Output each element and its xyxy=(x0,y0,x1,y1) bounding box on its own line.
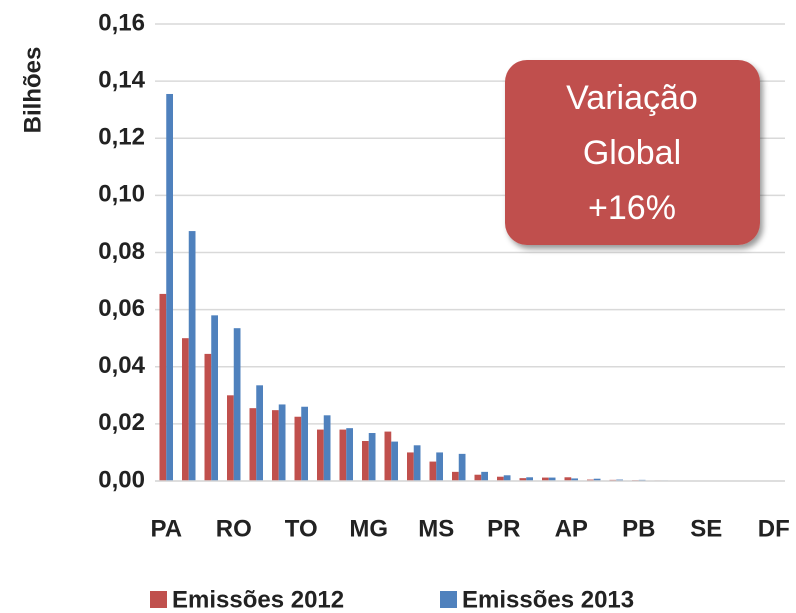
y-tick-label: 0,06 xyxy=(98,295,145,322)
legend-swatch xyxy=(150,591,167,608)
y-tick-label: 0,02 xyxy=(98,409,145,436)
bar xyxy=(413,445,421,481)
bar xyxy=(519,478,527,481)
bar xyxy=(436,452,443,481)
bar xyxy=(323,415,331,481)
bar xyxy=(339,429,347,481)
x-tick-label: SE xyxy=(690,515,722,542)
bar xyxy=(278,404,286,481)
x-tick-label: PB xyxy=(622,515,655,542)
bar xyxy=(526,477,533,481)
legend-label: Emissões 2012 xyxy=(172,586,344,613)
bar xyxy=(564,477,572,481)
bar xyxy=(211,315,218,481)
y-tick-label: 0,12 xyxy=(98,124,145,151)
bar xyxy=(452,471,459,481)
bar xyxy=(188,231,196,481)
bar xyxy=(227,395,234,481)
x-tick-label: TO xyxy=(285,515,318,542)
annotation-text: +16% xyxy=(588,189,676,227)
bar xyxy=(159,293,167,481)
bar xyxy=(548,477,556,481)
bar xyxy=(503,475,511,481)
x-tick-label: AP xyxy=(555,515,588,542)
bar xyxy=(233,328,241,481)
bar xyxy=(593,478,601,481)
bar xyxy=(407,452,414,481)
y-axis-label: Bilhões xyxy=(19,47,46,134)
bar xyxy=(458,453,466,481)
bar xyxy=(481,471,488,481)
bar xyxy=(294,416,302,481)
x-tick-label: MS xyxy=(418,515,454,542)
y-tick-label: 0,14 xyxy=(98,66,145,93)
bar xyxy=(204,353,212,481)
legend-swatch xyxy=(440,591,457,608)
bar xyxy=(346,428,353,481)
bar xyxy=(301,406,308,481)
x-tick-label: DF xyxy=(758,515,790,542)
x-tick-label: RO xyxy=(216,515,252,542)
bar xyxy=(542,477,549,481)
y-tick-label: 0,16 xyxy=(98,9,145,36)
bar xyxy=(272,410,279,481)
bar xyxy=(391,441,398,481)
bar xyxy=(182,338,189,481)
y-tick-label: 0,10 xyxy=(98,181,145,208)
bar xyxy=(384,431,392,481)
bar xyxy=(474,474,482,481)
bar xyxy=(166,93,173,482)
bar xyxy=(249,408,257,481)
bar xyxy=(256,385,263,481)
bar xyxy=(362,441,369,481)
x-tick-label: MG xyxy=(349,515,388,542)
bar xyxy=(497,476,504,481)
annotation-text: Variação xyxy=(566,79,698,117)
bar xyxy=(368,433,376,481)
x-tick-label: PR xyxy=(487,515,520,542)
y-tick-label: 0,00 xyxy=(98,466,145,493)
annotation-box xyxy=(505,60,760,245)
annotation-text: Global xyxy=(583,134,681,172)
y-tick-label: 0,04 xyxy=(98,352,145,379)
bar xyxy=(429,461,437,481)
legend-label: Emissões 2013 xyxy=(462,586,634,613)
bar xyxy=(317,429,324,481)
bar xyxy=(571,478,578,481)
x-tick-label: PA xyxy=(150,515,182,542)
y-tick-label: 0,08 xyxy=(98,238,145,265)
